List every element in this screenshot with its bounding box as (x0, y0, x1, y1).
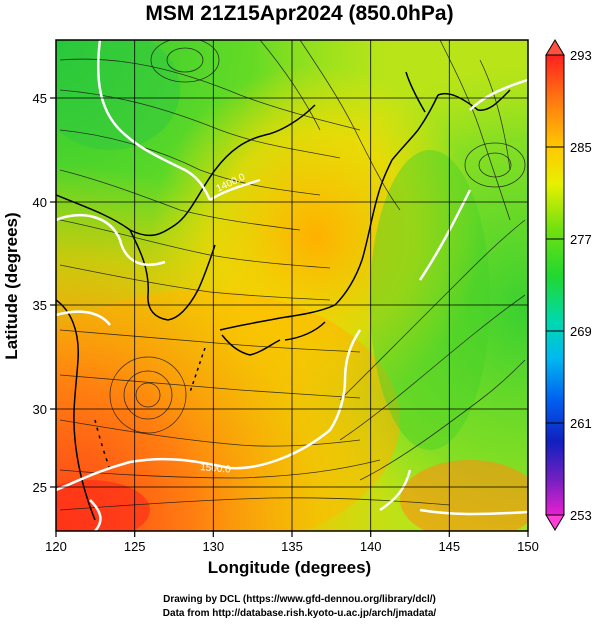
y-axis-label: Latitude (degrees) (2, 212, 21, 360)
x-tick-label: 120 (45, 539, 67, 554)
axis-ticks (50, 97, 529, 537)
colorbar: 293 285 277 269 261 253 (545, 39, 592, 531)
colorbar-label: 285 (570, 140, 592, 155)
x-axis-label-text: Longitude (degrees) (207, 558, 372, 577)
y-tick-label: 45 (33, 91, 47, 106)
colorbar-label: 269 (570, 324, 592, 339)
colorbar-label: 261 (570, 416, 592, 431)
x-tick-label: 150 (517, 539, 539, 554)
colorbar-max-label: 293 (570, 48, 592, 63)
y-tick-label: 30 (33, 402, 47, 417)
credit-data: Data from http://database.rish.kyoto-u.a… (162, 608, 437, 619)
contour-label: 1500.0 (200, 462, 232, 476)
y-tick-label: 25 (33, 480, 47, 495)
x-tick-label: 140 (360, 539, 382, 554)
graticule (56, 40, 528, 531)
y-tick-label: 35 (33, 298, 47, 313)
coastlines (56, 71, 511, 521)
x-tick-label: 145 (438, 539, 460, 554)
colorbar-min-label: 253 (570, 508, 592, 523)
geopotential-contours (56, 40, 528, 531)
x-axis-label: Longitude (degrees) (0, 558, 599, 578)
y-tick-label: 40 (33, 195, 47, 210)
x-tick-label: 130 (202, 539, 224, 554)
x-tick-label: 125 (124, 539, 146, 554)
colorbar-label: 277 (570, 232, 592, 247)
x-tick-label: 135 (281, 539, 303, 554)
credit-drawing: Drawing by DCL (https://www.gfd-dennou.o… (163, 594, 436, 605)
map-title: MSM 21Z15Apr2024 (850.0hPa) (145, 2, 454, 25)
